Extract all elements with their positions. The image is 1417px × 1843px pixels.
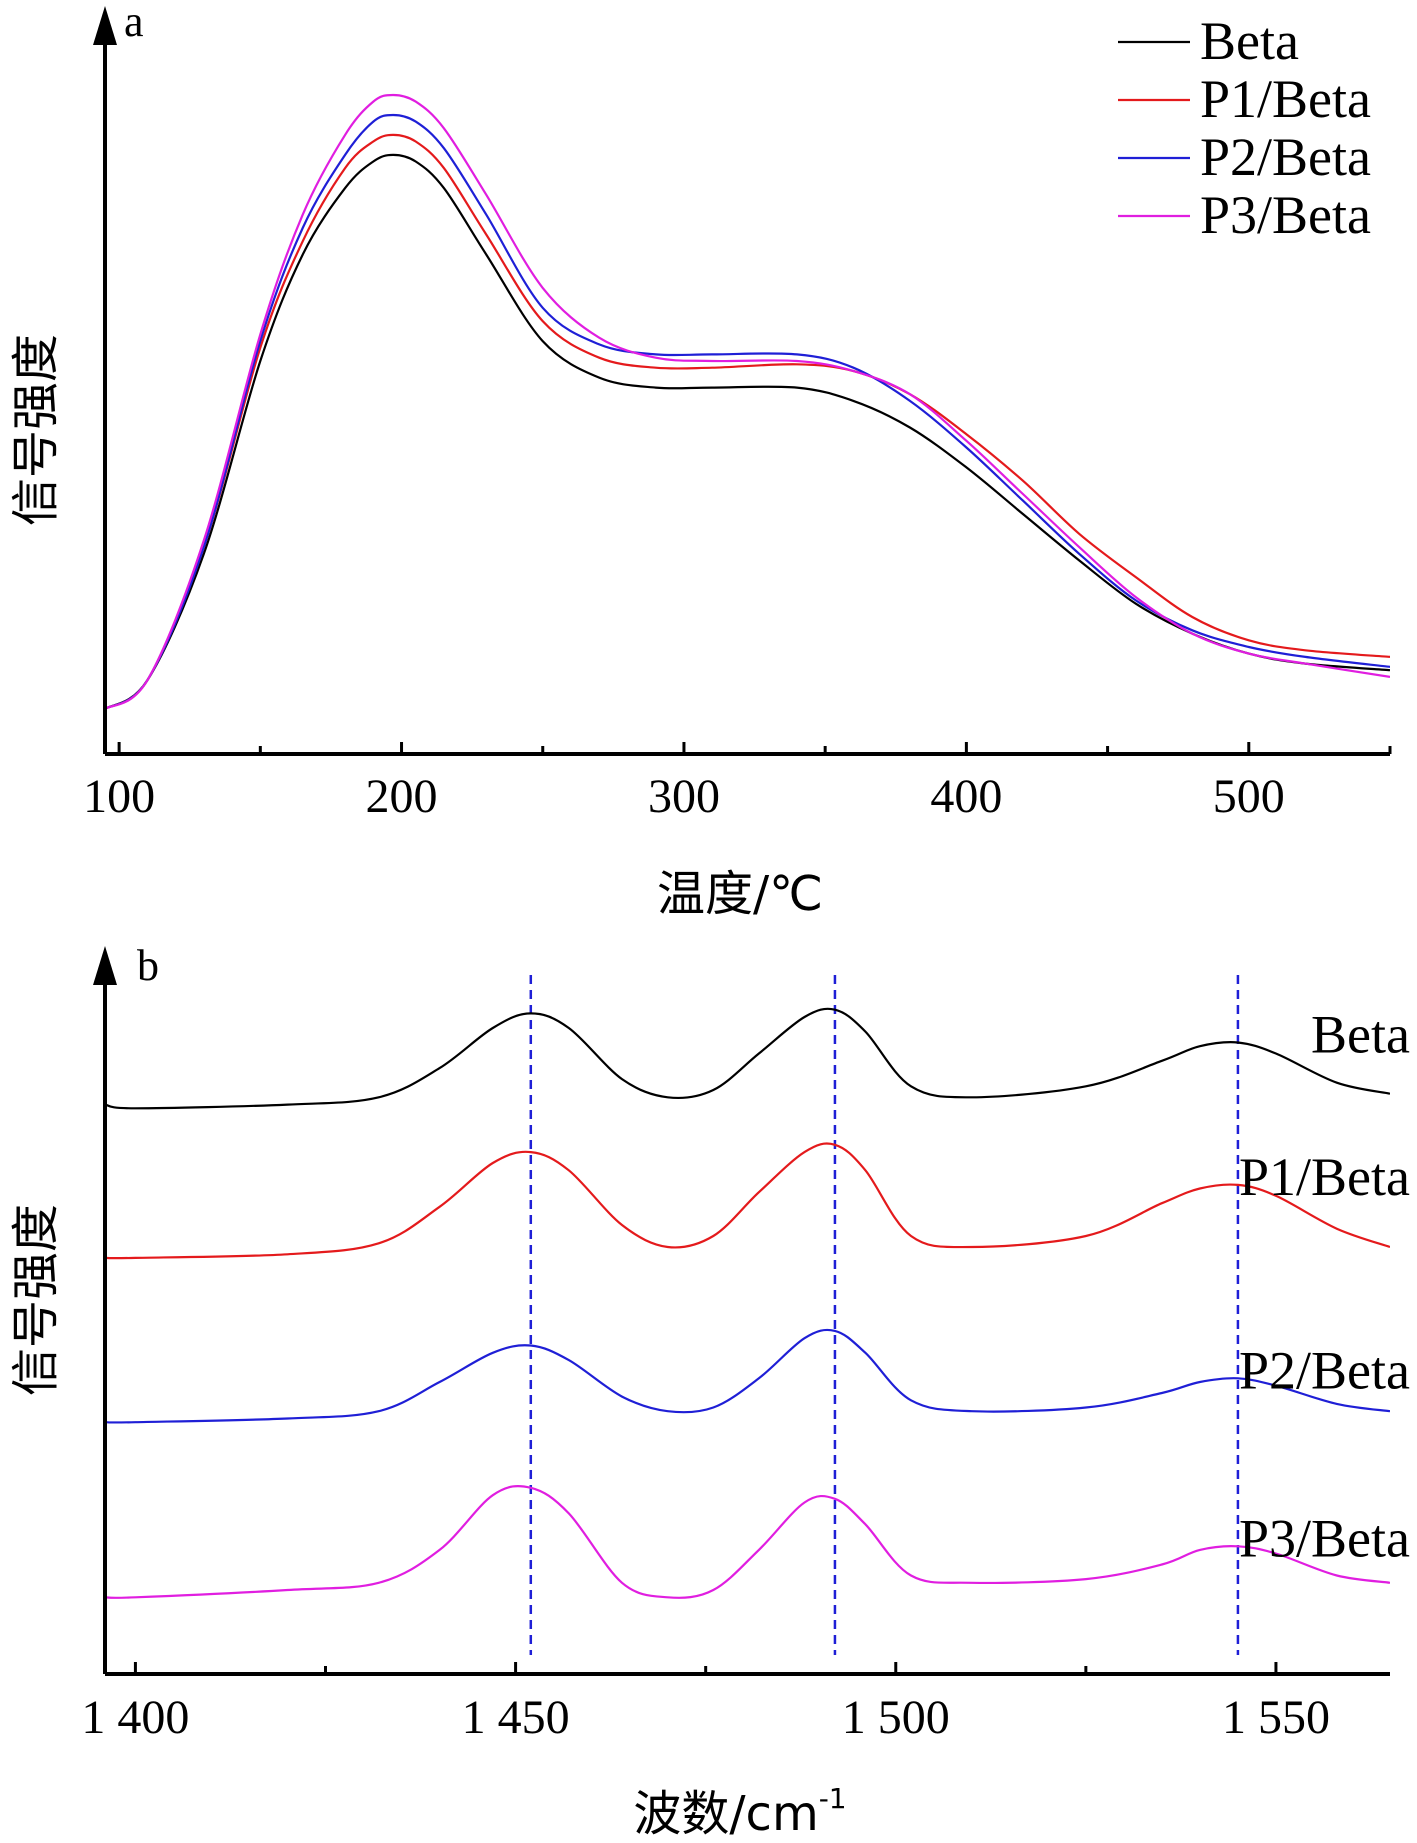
series-line-p1-beta xyxy=(105,133,1390,710)
series-labels-b: Beta P1/Beta P2/Beta P3/Beta xyxy=(1239,1005,1410,1569)
series-line-beta xyxy=(105,153,1390,710)
x-tick-label-a: 500 xyxy=(1213,770,1285,823)
series-line-beta xyxy=(105,1007,1390,1110)
series-line-p3-beta xyxy=(105,1484,1390,1599)
x-tick-label-b: 1 450 xyxy=(462,1691,570,1744)
legend-label-p3-beta: P3/Beta xyxy=(1200,185,1371,245)
series-line-p3-beta xyxy=(105,93,1390,710)
x-tick-label-a: 300 xyxy=(648,770,720,823)
x-tick-label-a: 400 xyxy=(930,770,1002,823)
series-label-p3-beta: P3/Beta xyxy=(1239,1508,1410,1568)
x-tick-label-a: 100 xyxy=(83,770,155,823)
panel-label-b: b xyxy=(137,941,159,990)
y-axis-title-a: 信号强度 xyxy=(8,334,64,526)
chart-panel-b: b 信号强度 波数/cm-1 1 400 1 450 1 500 1 550 Beta… xyxy=(8,941,1410,1842)
series-line-p2-beta xyxy=(105,1328,1390,1424)
x-axis-title-a: 温度/℃ xyxy=(657,866,823,922)
panel-label-a: a xyxy=(124,0,144,46)
x-tick-label-b: 1 550 xyxy=(1222,1691,1330,1744)
y-axis-arrow-a xyxy=(93,6,117,45)
y-axis-arrow-b xyxy=(93,946,117,985)
series-label-p1-beta: P1/Beta xyxy=(1239,1147,1410,1207)
series-line-p1-beta xyxy=(105,1142,1390,1260)
x-axis-title-b: 波数/cm-1 xyxy=(633,1782,846,1842)
x-tick-label-a: 200 xyxy=(366,770,438,823)
y-axis-title-b: 信号强度 xyxy=(8,1204,64,1396)
series-group-b xyxy=(105,1007,1390,1599)
series-label-p2-beta: P2/Beta xyxy=(1239,1340,1410,1400)
legend-label-p1-beta: P1/Beta xyxy=(1200,69,1371,129)
series-group-a xyxy=(105,93,1390,710)
reference-lines-b xyxy=(529,975,1240,1655)
x-ticks-b: 1 400 1 450 1 500 1 550 xyxy=(81,1662,1330,1744)
legend-label-beta: Beta xyxy=(1200,11,1299,71)
x-tick-label-b: 1 500 xyxy=(842,1691,950,1744)
chart-panel-a: a 信号强度 温度/℃ 100 200 300 400 500 BetaP1/BetaP… xyxy=(8,0,1392,922)
series-line-p2-beta xyxy=(105,113,1390,710)
x-ticks-a: 100 200 300 400 500 xyxy=(83,742,1392,823)
legend-label-p2-beta: P2/Beta xyxy=(1200,127,1371,187)
x-tick-label-b: 1 400 xyxy=(81,1691,189,1744)
series-label-beta: Beta xyxy=(1311,1005,1410,1065)
